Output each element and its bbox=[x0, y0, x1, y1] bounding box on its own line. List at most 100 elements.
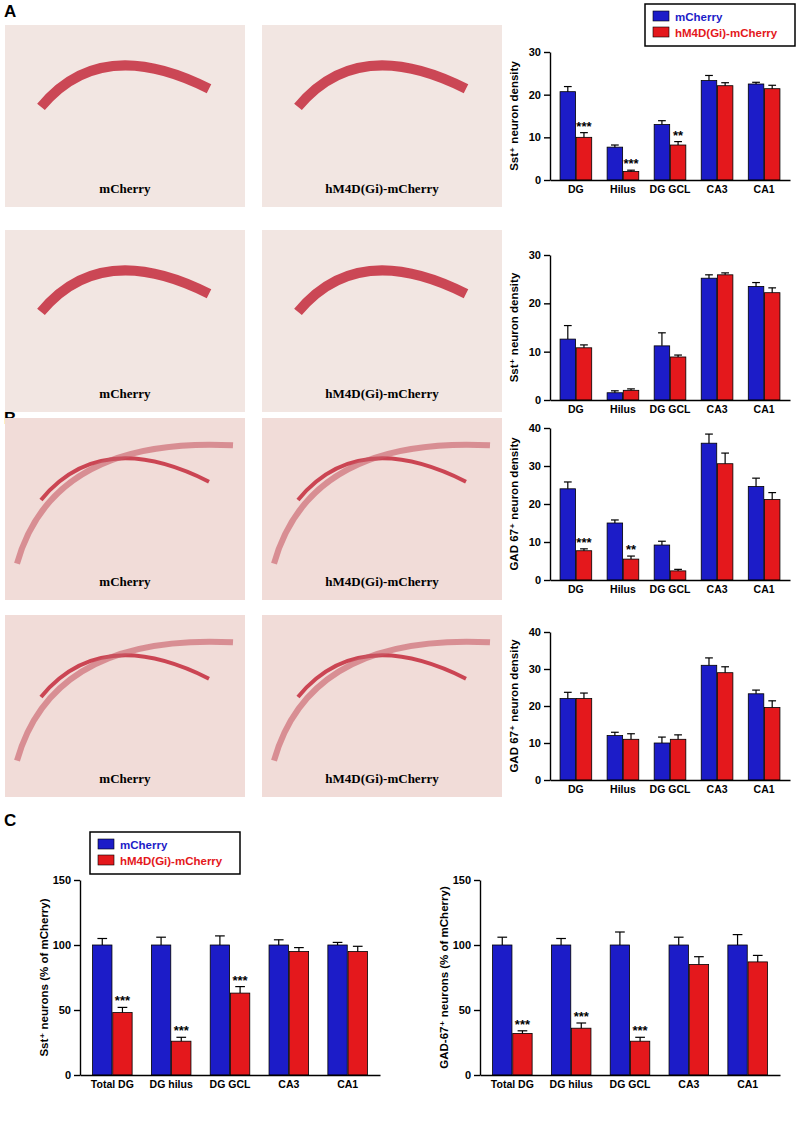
image-label: hM4D(Gi)-mCherry bbox=[325, 574, 439, 589]
axis-title: Sst⁺ neuron density bbox=[508, 61, 520, 171]
tick-label: 30 bbox=[529, 46, 541, 58]
axis-title: GAD-67⁺ neurons (% of mCherry) bbox=[438, 886, 450, 1069]
axis-line bbox=[551, 400, 791, 401]
error-bar bbox=[705, 434, 713, 443]
tick-mark bbox=[544, 669, 550, 670]
error-bar bbox=[97, 939, 107, 946]
bar bbox=[717, 673, 733, 780]
image-label: mCherry bbox=[99, 181, 151, 196]
tick-label: 0 bbox=[535, 394, 541, 406]
error-bar bbox=[580, 693, 588, 699]
y-axis: 0102030 bbox=[529, 249, 551, 406]
tick-mark bbox=[474, 1010, 480, 1011]
bar bbox=[701, 278, 717, 400]
tick-label: 10 bbox=[529, 131, 541, 143]
error-stem bbox=[219, 936, 220, 945]
bar bbox=[701, 443, 717, 580]
error-cap bbox=[627, 733, 635, 734]
x-tick: CA3 bbox=[707, 400, 728, 415]
bar bbox=[610, 945, 629, 1075]
image-background bbox=[262, 25, 502, 207]
error-stem bbox=[661, 737, 662, 743]
x-axis: DGHilusDG GCLCA3CA1 bbox=[551, 180, 791, 195]
error-stem bbox=[567, 692, 568, 698]
significance: *** bbox=[174, 1023, 190, 1038]
tick-label: CA1 bbox=[737, 1078, 758, 1090]
bar bbox=[623, 739, 639, 780]
error-cap bbox=[564, 481, 572, 482]
y-axis: 0 50 100 150 bbox=[53, 874, 81, 1081]
y-tick: 10 bbox=[529, 131, 550, 143]
significance: ** bbox=[626, 542, 637, 557]
y-tick: 30 bbox=[529, 249, 550, 261]
tick-label: 30 bbox=[529, 460, 541, 472]
error-bar bbox=[611, 732, 619, 735]
error-cap bbox=[752, 689, 760, 690]
y-tick: 50 bbox=[59, 1004, 80, 1016]
error-bar bbox=[752, 690, 760, 694]
tick-mark bbox=[544, 137, 550, 138]
error-cap bbox=[674, 569, 682, 570]
error-cap bbox=[564, 325, 572, 326]
tick-label: DG GCL bbox=[650, 783, 691, 795]
error-bar bbox=[768, 493, 776, 500]
x-tick: CA1 bbox=[754, 780, 775, 795]
x-tick: CA3 bbox=[707, 780, 728, 795]
error-bar bbox=[353, 946, 363, 951]
error-bar bbox=[564, 87, 572, 92]
y-tick: 0 bbox=[65, 1069, 80, 1081]
x-tick: Hilus bbox=[610, 780, 636, 795]
y-tick: 150 bbox=[53, 874, 80, 886]
bar bbox=[576, 551, 592, 580]
x-tick: CA1 bbox=[754, 400, 775, 415]
y-tick: 50 bbox=[459, 1004, 480, 1016]
tick-label: 0 bbox=[535, 574, 541, 586]
bar bbox=[748, 962, 767, 1075]
tick-mark bbox=[544, 94, 550, 95]
bar bbox=[576, 699, 592, 780]
tick-label: Hilus bbox=[610, 783, 636, 795]
bar-chart: 010203040DGHilusDG GCLCA3CA1GAD 67⁺ neur… bbox=[508, 626, 791, 795]
error-cap bbox=[353, 946, 363, 947]
bar bbox=[748, 84, 764, 180]
error-stem bbox=[567, 87, 568, 92]
error-cap bbox=[611, 732, 619, 733]
granule-layer bbox=[298, 655, 466, 697]
error-bar bbox=[294, 948, 304, 952]
legend-label: hM4D(Gi)-mCherry bbox=[120, 855, 223, 867]
image-label: hM4D(Gi)-mCherry bbox=[325, 181, 439, 196]
bar-chart: 050100150Total DGDG hilusDG GCLCA3CA1Sst… bbox=[38, 832, 381, 1090]
bar-chart: 0102030DGHilusDG GCLCA3CA1Sst⁺ neuron de… bbox=[508, 249, 791, 415]
legend-swatch bbox=[98, 839, 114, 849]
pyramidal-layer bbox=[274, 642, 490, 761]
bar bbox=[670, 571, 686, 580]
error-bar bbox=[615, 932, 625, 945]
bar bbox=[748, 694, 764, 780]
x-tick: Total DG bbox=[491, 1075, 534, 1090]
axis-title: GAD 67⁺ neuron density bbox=[508, 639, 520, 773]
x-axis: Total DGDG hilusDG GCLCA3CA1 bbox=[81, 1075, 381, 1090]
y-tick: 20 bbox=[529, 700, 550, 712]
tick-label: 100 bbox=[53, 939, 71, 951]
tick-mark bbox=[544, 303, 550, 304]
bar bbox=[576, 348, 592, 400]
error-bar bbox=[705, 275, 713, 278]
error-cap bbox=[627, 388, 635, 389]
tick-label: DG hilus bbox=[150, 1078, 193, 1090]
bar bbox=[630, 1041, 649, 1075]
error-cap bbox=[580, 692, 588, 693]
x-tick: CA1 bbox=[754, 180, 775, 195]
error-cap bbox=[333, 942, 343, 943]
tick-label: DG GCL bbox=[650, 583, 691, 595]
micrograph: hM4D(Gi)-mCherry bbox=[262, 25, 502, 207]
plot-marks bbox=[560, 658, 780, 780]
significance: *** bbox=[515, 1017, 531, 1032]
error-bar bbox=[658, 121, 666, 125]
error-bar bbox=[333, 942, 343, 945]
micrograph: hM4D(Gi)-mCherry bbox=[262, 615, 502, 797]
error-bar bbox=[564, 482, 572, 489]
bar bbox=[269, 945, 288, 1075]
y-tick: 40 bbox=[529, 422, 550, 434]
bar bbox=[560, 699, 576, 780]
bar bbox=[669, 945, 688, 1075]
